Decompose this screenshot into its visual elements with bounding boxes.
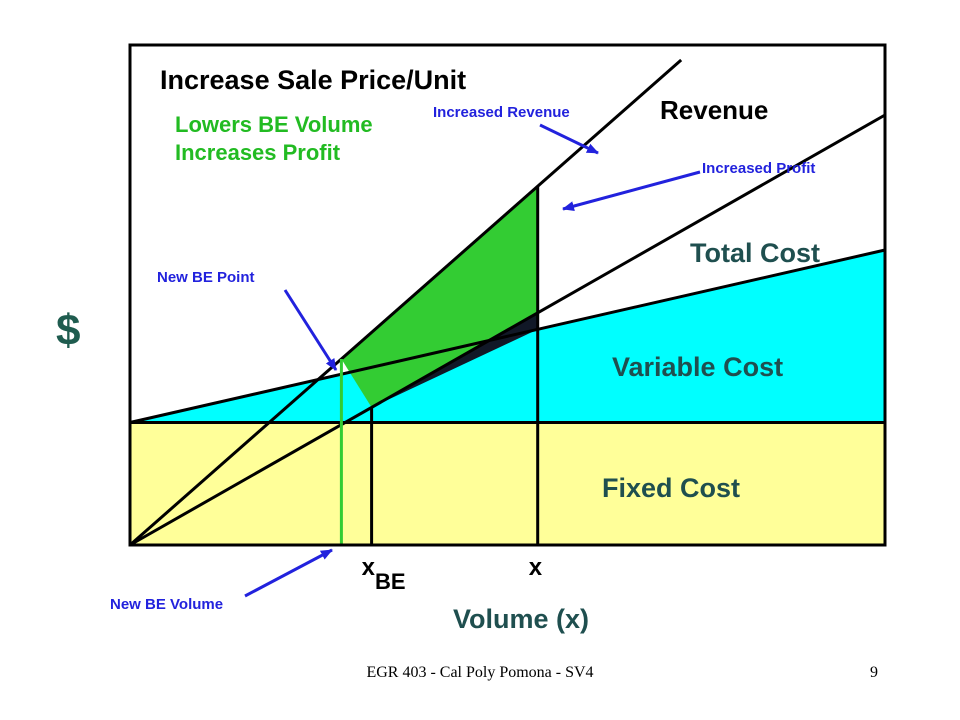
fixed-cost-label: Fixed Cost	[602, 473, 740, 503]
x-tick-x: x	[529, 554, 543, 581]
increased-revenue-annotation: Increased Revenue	[433, 104, 570, 121]
revenue-line	[129, 113, 886, 547]
page-number: 9	[870, 664, 878, 681]
plot-border	[128, 43, 887, 547]
fixed-cost-area	[130, 422, 885, 545]
new-be-point-annotation: New BE Point	[157, 269, 255, 286]
x-tick-xbe-subscript: BE	[375, 569, 406, 594]
new-be-volume-arrow	[244, 548, 333, 598]
variable-cost-label: Variable Cost	[612, 352, 783, 382]
y-axis-label: $	[56, 306, 80, 355]
increased-profit-arrow	[562, 170, 701, 211]
chart-title: Increase Sale Price/Unit	[160, 65, 466, 95]
footer-text: EGR 403 - Cal Poly Pomona - SV4	[366, 664, 594, 681]
x-axis-label: Volume (x)	[453, 604, 589, 634]
increased-revenue-line	[129, 58, 683, 547]
new-be-point-arrow	[283, 289, 338, 371]
subtitle-line-2: Increases Profit	[175, 140, 341, 165]
increased-revenue-arrow	[539, 123, 599, 155]
x-tick-xbe-main: x	[362, 554, 376, 581]
x-tick-xbe: xBE	[362, 554, 406, 594]
increased-profit-area	[341, 186, 538, 408]
subtitle-line-1: Lowers BE Volume	[175, 112, 373, 137]
increased-profit-annotation: Increased Profit	[702, 160, 815, 177]
total-cost-label: Total Cost	[690, 238, 820, 268]
new-be-volume-annotation: New BE Volume	[110, 596, 223, 613]
total-cost-line	[129, 248, 886, 424]
revenue-label: Revenue	[660, 95, 768, 125]
